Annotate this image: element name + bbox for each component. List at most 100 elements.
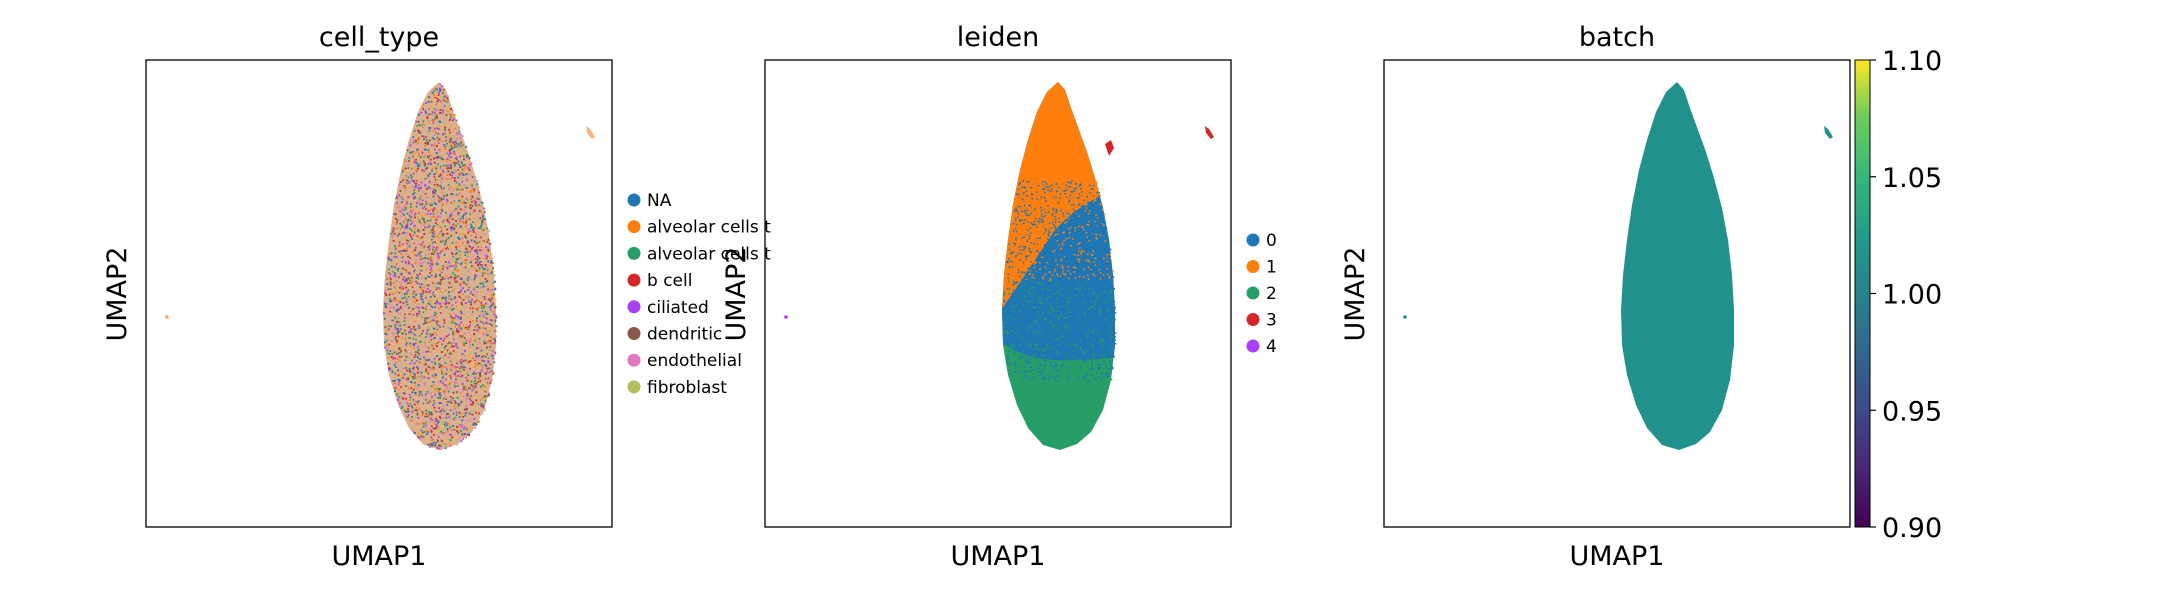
data-point	[473, 206, 475, 209]
data-point	[463, 164, 466, 166]
data-point	[415, 332, 418, 335]
data-point	[484, 352, 487, 355]
data-point	[494, 353, 496, 356]
data-point	[432, 253, 435, 255]
data-point	[485, 365, 488, 367]
data-point	[464, 412, 467, 415]
data-point	[477, 310, 480, 312]
data-point	[462, 437, 464, 440]
data-point	[458, 275, 460, 277]
data-point	[448, 340, 451, 343]
data-point	[474, 289, 477, 292]
data-point	[405, 298, 408, 301]
data-point	[438, 443, 441, 446]
data-point	[400, 328, 402, 331]
data-point	[437, 195, 440, 197]
data-point	[426, 156, 429, 159]
data-point	[466, 186, 469, 189]
data-point	[417, 400, 420, 402]
data-point	[439, 388, 441, 391]
data-point	[437, 96, 440, 98]
data-point	[431, 287, 434, 289]
data-point	[452, 223, 455, 226]
data-point	[472, 228, 474, 231]
data-point	[421, 270, 423, 273]
data-point	[430, 163, 432, 166]
data-point	[446, 267, 449, 270]
data-point	[471, 389, 474, 392]
data-point	[463, 332, 466, 335]
data-point	[453, 113, 456, 116]
data-point	[462, 419, 465, 421]
data-point	[465, 296, 467, 298]
data-point	[394, 267, 397, 269]
data-point	[421, 306, 424, 309]
data-point	[469, 343, 472, 346]
data-point	[442, 203, 444, 206]
data-point	[448, 302, 451, 305]
data-point	[477, 300, 479, 303]
data-point	[427, 335, 430, 338]
data-point	[462, 215, 464, 218]
data-point	[412, 254, 415, 257]
data-point	[394, 255, 396, 258]
data-point	[468, 395, 470, 398]
data-point	[484, 364, 487, 366]
data-point	[417, 165, 419, 168]
data-point	[401, 202, 404, 204]
data-point	[463, 341, 466, 344]
data-point	[436, 417, 439, 420]
data-point	[409, 342, 412, 345]
data-point	[432, 337, 435, 340]
data-point	[407, 306, 410, 309]
data-point	[432, 208, 435, 210]
data-point	[440, 187, 443, 190]
data-point	[442, 169, 444, 172]
data-point	[406, 314, 409, 317]
data-point	[452, 368, 455, 371]
data-point	[417, 113, 420, 116]
data-point	[417, 229, 420, 231]
data-point	[476, 305, 478, 308]
data-point	[453, 312, 456, 315]
data-point	[430, 274, 433, 277]
data-point	[394, 275, 397, 278]
data-point	[467, 270, 470, 273]
data-point	[413, 160, 416, 163]
data-point	[450, 136, 453, 139]
data-point	[423, 285, 426, 288]
data-point	[430, 216, 433, 219]
data-point	[417, 364, 419, 366]
data-point	[427, 275, 429, 278]
data-point	[428, 282, 430, 285]
data-point	[431, 443, 434, 446]
data-point	[440, 185, 442, 188]
data-point	[436, 427, 439, 430]
data-point	[427, 129, 430, 132]
data-point	[413, 205, 415, 208]
data-point	[450, 399, 453, 402]
data-point	[460, 389, 463, 392]
data-point	[453, 338, 455, 341]
data-point	[416, 163, 419, 166]
data-point	[413, 369, 415, 372]
data-point	[453, 150, 455, 153]
data-point	[432, 123, 435, 126]
data-point	[468, 360, 470, 363]
data-point	[469, 397, 471, 400]
data-point	[452, 147, 455, 149]
data-point	[414, 409, 417, 412]
data-point	[454, 268, 456, 271]
data-point	[418, 164, 421, 167]
data-point	[394, 366, 397, 369]
data-point	[487, 394, 490, 397]
data-point	[477, 381, 479, 383]
data-point	[433, 357, 436, 360]
data-point	[461, 353, 464, 355]
data-point	[461, 335, 464, 338]
data-point	[426, 177, 429, 179]
data-point	[466, 179, 468, 181]
data-point	[428, 371, 431, 374]
data-point	[472, 372, 474, 375]
data-point	[461, 419, 464, 422]
